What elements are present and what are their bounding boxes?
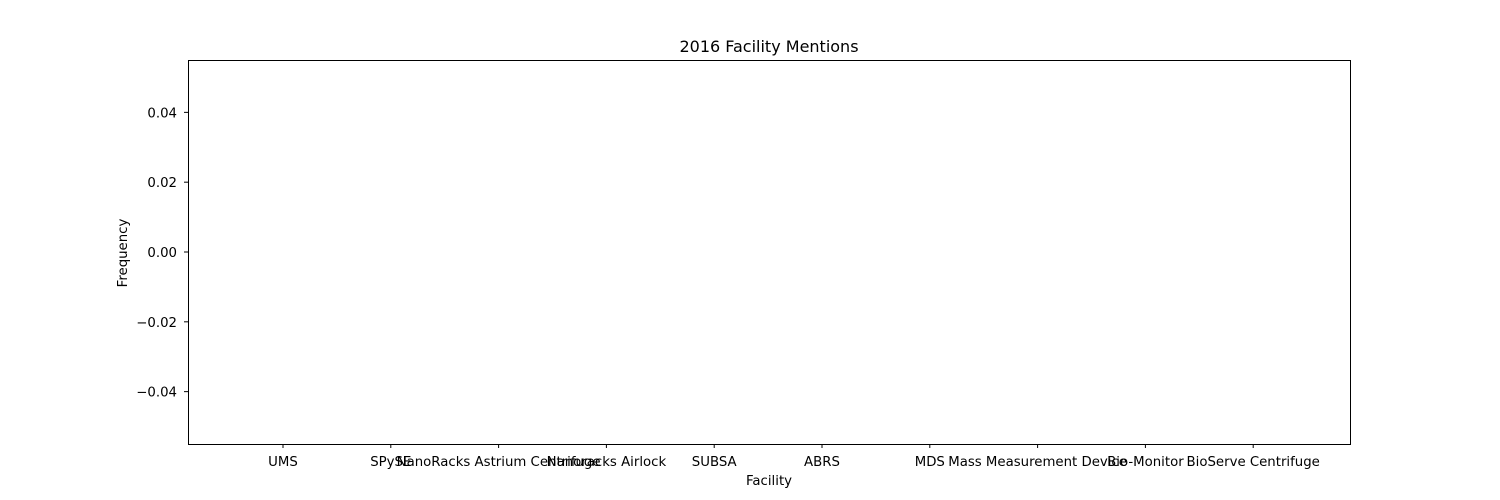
x-tick-label: SPySE (370, 455, 411, 470)
chart-title: 2016 Facility Mentions (679, 37, 858, 56)
y-tick-label: 0.00 (147, 246, 177, 261)
y-axis-title: Frequency (116, 219, 131, 288)
x-tick-label: Mass Measurement Device (948, 455, 1127, 470)
plot-frame (188, 60, 1351, 445)
y-tick-label: 0.04 (147, 106, 177, 121)
x-tick-label: NanoRacks Astrium Centrifuge (397, 455, 601, 470)
x-tick-label: Bio-Monitor (1107, 455, 1184, 470)
y-tick-label: 0.02 (147, 176, 177, 191)
y-tick-label: −0.02 (136, 316, 177, 331)
x-tick-label: BioServe Centrifuge (1187, 455, 1320, 470)
x-tick-label: SUBSA (692, 455, 737, 470)
y-ticks: 0.04 0.02 0.00 −0.02 −0.04 (136, 106, 188, 401)
x-tick-label: Nanoracks Airlock (547, 455, 667, 470)
x-tick-label: MDS (915, 455, 945, 470)
x-tick-label: UMS (268, 455, 298, 470)
x-tick-label: ABRS (804, 455, 840, 470)
x-axis-title: Facility (746, 474, 792, 489)
y-tick-label: −0.04 (136, 386, 177, 401)
